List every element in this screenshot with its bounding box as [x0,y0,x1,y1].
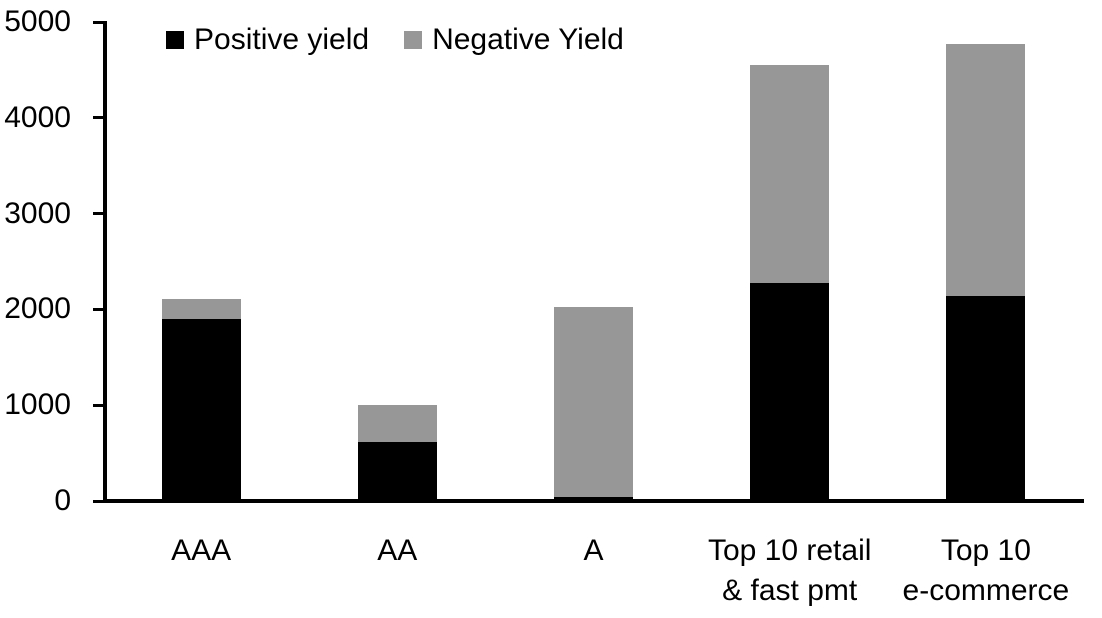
y-tick-mark-0 [93,499,107,503]
bar-positive-top-10-retail-fast-pmt [750,282,830,501]
bar-positive-aa [357,441,437,501]
category-label-line: Top 10 retail [707,534,872,567]
bar-negative-a [554,306,633,498]
y-tick-label-1000: 1000 [4,388,71,422]
y-tick-mark-4000 [93,116,107,120]
legend-label-positive-yield: Positive yield [194,23,370,56]
category-label-top-10-retail-fast-pmt: Top 10 retail & fast pmt [680,531,900,611]
y-tick-mark-5000 [93,20,107,24]
legend-item-positive-yield: Positive yield [166,24,369,56]
legend-item-negative-yield: Negative Yield [404,24,624,56]
category-label-line: A [583,534,604,567]
bar-positive-top-10-e-commerce [946,295,1026,501]
y-tick-label-2000: 2000 [4,292,71,326]
category-label-aa: AA [287,531,507,571]
bar-positive-aaa [161,318,241,501]
legend: Positive yield Negative Yield [166,24,624,56]
category-label-a: A [484,531,704,571]
x-axis-line [103,499,1084,503]
category-label-line: & fast pmt [722,574,858,607]
y-axis-line [103,20,107,503]
bar-negative-top-10-e-commerce [946,44,1026,296]
category-label-line: e-commerce [902,574,1070,607]
y-tick-label-0: 0 [54,484,71,517]
y-tick-label-3000: 3000 [4,196,71,230]
category-label-aaa: AAA [91,531,311,571]
bar-negative-aaa [161,298,241,319]
y-tick-label-4000: 4000 [4,100,71,134]
y-tick-mark-1000 [93,403,107,407]
category-label-top-10-e-commerce: Top 10 e-commerce [876,531,1096,611]
y-tick-mark-2000 [93,307,107,311]
y-tick-mark-3000 [93,212,107,216]
y-tick-label-5000: 5000 [4,5,71,38]
category-label-line: Top 10 [940,534,1031,567]
legend-label-negative-yield: Negative Yield [432,23,624,56]
bar-negative-aa [357,405,437,442]
negative-yield-swatch-icon [404,31,423,49]
category-label-line: AAA [171,534,232,567]
category-label-line: AA [377,534,418,567]
positive-yield-swatch-icon [166,31,184,49]
bar-negative-top-10-retail-fast-pmt [750,65,830,283]
